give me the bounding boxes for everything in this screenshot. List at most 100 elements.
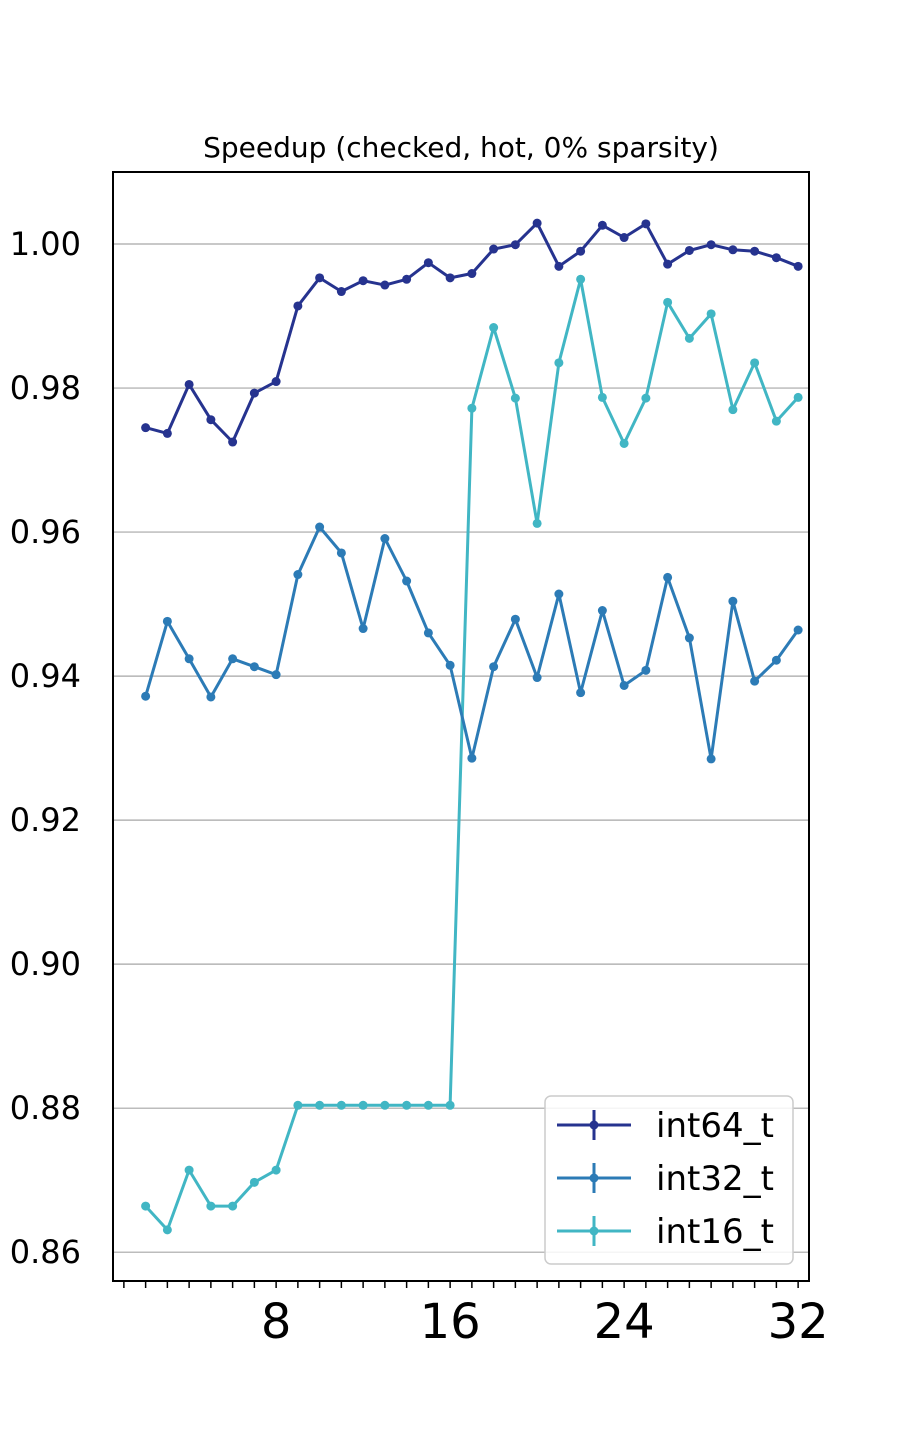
data-point <box>380 1100 390 1110</box>
data-point <box>271 377 281 387</box>
data-point <box>402 1100 412 1110</box>
chart-title: Speedup (checked, hot, 0% sparsity) <box>203 131 719 164</box>
data-point <box>423 258 433 268</box>
data-point <box>271 670 281 680</box>
data-point <box>728 405 738 415</box>
data-point <box>554 261 564 271</box>
data-point <box>641 219 651 229</box>
y-tick-label: 0.92 <box>10 801 81 839</box>
legend-entry: int16_t <box>557 1212 774 1252</box>
data-point <box>162 616 172 626</box>
data-point <box>423 1100 433 1110</box>
data-point <box>554 589 564 599</box>
legend-entry: int32_t <box>557 1159 774 1199</box>
data-point <box>293 1100 303 1110</box>
data-point <box>576 688 586 698</box>
data-point <box>793 625 803 635</box>
data-point <box>293 301 303 311</box>
data-point <box>380 534 390 544</box>
data-point <box>445 660 455 670</box>
data-point <box>445 1100 455 1110</box>
data-point <box>249 388 259 398</box>
data-point <box>706 754 716 764</box>
series-int64_t <box>141 218 803 447</box>
data-point <box>358 1100 368 1110</box>
data-point <box>706 240 716 250</box>
data-point <box>750 676 760 686</box>
y-tick-label: 0.86 <box>10 1233 81 1271</box>
y-tick-label: 1.00 <box>10 225 81 263</box>
data-point <box>684 245 694 255</box>
data-point <box>141 691 151 701</box>
data-point <box>336 1100 346 1110</box>
legend-marker <box>589 1226 599 1236</box>
data-point <box>619 233 629 243</box>
data-point <box>793 261 803 271</box>
data-point <box>206 692 216 702</box>
data-point <box>315 1100 325 1110</box>
x-tick-label: 32 <box>768 1294 829 1350</box>
data-point <box>380 280 390 290</box>
series-layer <box>141 218 803 1235</box>
data-point <box>663 297 673 307</box>
data-point <box>619 438 629 448</box>
data-point <box>750 246 760 256</box>
data-point <box>663 259 673 269</box>
data-point <box>532 673 542 683</box>
data-point <box>510 393 520 403</box>
data-point <box>271 1165 281 1175</box>
data-point <box>554 358 564 368</box>
x-axis: 8 16 24 32 <box>123 1281 829 1350</box>
data-point <box>402 274 412 284</box>
data-point <box>423 628 433 638</box>
data-point <box>358 276 368 286</box>
data-point <box>293 570 303 580</box>
data-point <box>184 1165 194 1175</box>
data-point <box>162 1225 172 1235</box>
data-point <box>206 415 216 425</box>
data-point <box>489 662 499 672</box>
legend: int64_t int32_t int16_t <box>544 1095 794 1265</box>
data-point <box>228 654 238 664</box>
data-point <box>597 392 607 402</box>
data-point <box>597 220 607 230</box>
data-point <box>793 392 803 402</box>
x-tick-label: 16 <box>420 1294 481 1350</box>
data-point <box>532 518 542 528</box>
data-point <box>641 665 651 675</box>
y-axis: 0.86 0.88 0.90 0.92 0.94 0.96 0.98 1.00 <box>10 225 81 1271</box>
data-point <box>206 1201 216 1211</box>
data-point <box>445 273 455 283</box>
data-point <box>771 655 781 665</box>
data-point <box>467 269 477 279</box>
data-point <box>663 572 673 582</box>
data-point <box>141 1201 151 1211</box>
data-point <box>228 1201 238 1211</box>
data-point <box>684 633 694 643</box>
data-point <box>489 244 499 254</box>
data-point <box>510 240 520 250</box>
legend-marker <box>589 1173 599 1183</box>
series-line <box>144 525 800 761</box>
legend-box <box>544 1095 794 1265</box>
y-tick-label: 0.98 <box>10 369 81 407</box>
series-int32_t <box>141 522 803 764</box>
data-point <box>771 253 781 263</box>
data-point <box>706 309 716 319</box>
data-point <box>641 393 651 403</box>
data-point <box>184 654 194 664</box>
data-point <box>228 437 238 447</box>
y-tick-label: 0.88 <box>10 1089 81 1127</box>
x-tick-label: 24 <box>594 1294 655 1350</box>
data-point <box>728 596 738 606</box>
data-point <box>141 423 151 433</box>
data-point <box>771 416 781 426</box>
data-point <box>358 624 368 634</box>
y-tick-label: 0.96 <box>10 513 81 551</box>
y-tick-label: 0.94 <box>10 657 81 695</box>
data-point <box>467 403 477 413</box>
data-point <box>576 274 586 284</box>
y-tick-label: 0.90 <box>10 945 81 983</box>
legend-label: int16_t <box>656 1212 774 1252</box>
series-int16_t <box>141 274 803 1235</box>
